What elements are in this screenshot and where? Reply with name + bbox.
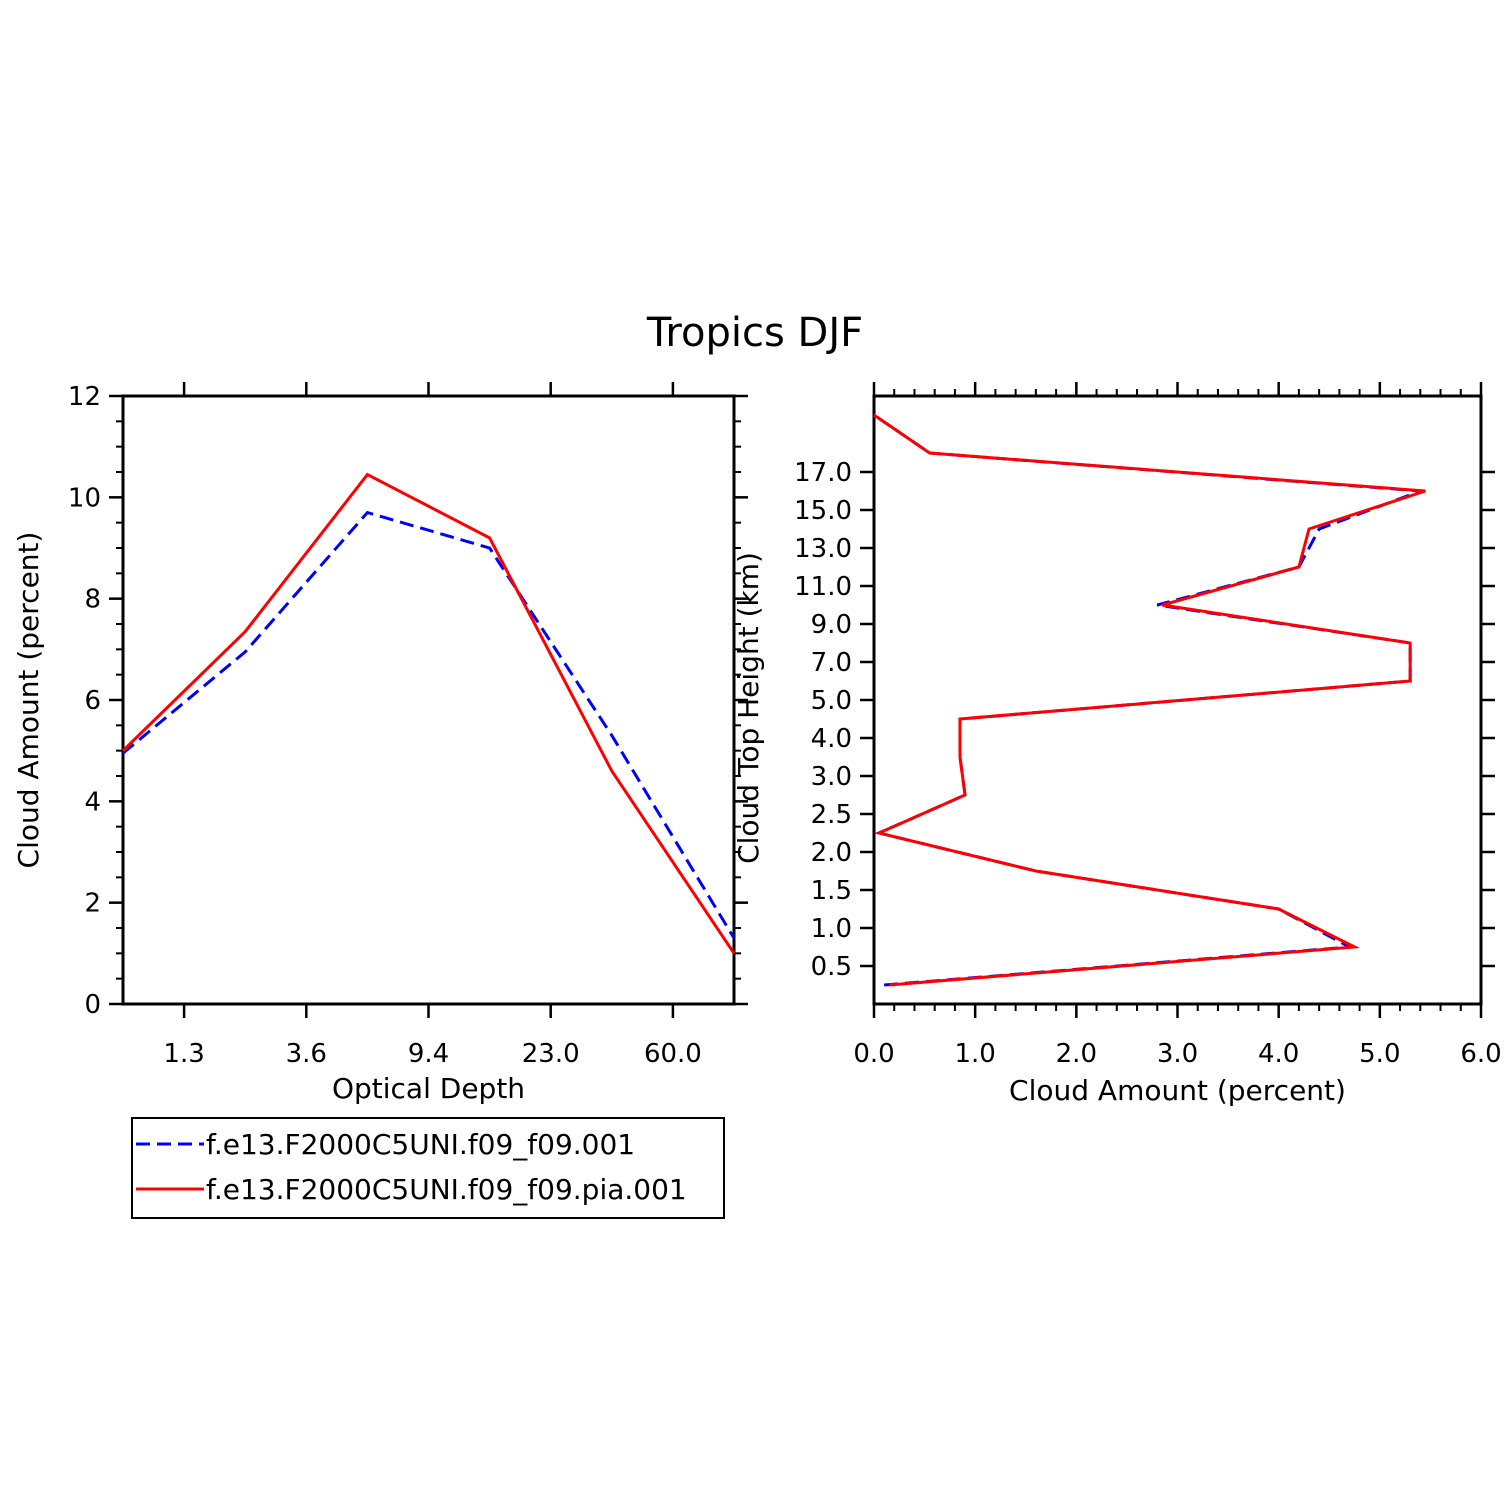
left-x-tick-label: 9.4 bbox=[408, 1039, 449, 1069]
right-y-tick-label: 5.0 bbox=[811, 686, 852, 716]
right-series-line-b bbox=[873, 413, 1426, 987]
right-series-line-a bbox=[873, 413, 1421, 987]
right-y-axis-label: Cloud Top Height (km) bbox=[732, 552, 765, 864]
right-x-tick-label: 2.0 bbox=[1056, 1039, 1097, 1069]
legend-label-series-a: f.e13.F2000C5UNI.f09_f09.001 bbox=[206, 1128, 635, 1161]
left-x-tick-label: 60.0 bbox=[644, 1039, 702, 1069]
right-x-tick-label: 5.0 bbox=[1359, 1039, 1400, 1069]
right-x-tick-label: 1.0 bbox=[954, 1039, 995, 1069]
right-x-tick-label: 0.0 bbox=[853, 1039, 894, 1069]
right-y-tick-label: 0.5 bbox=[811, 952, 852, 982]
legend-box bbox=[131, 1117, 725, 1219]
right-y-tick-label: 4.0 bbox=[811, 724, 852, 754]
legend-label-series-b: f.e13.F2000C5UNI.f09_f09.pia.001 bbox=[206, 1173, 687, 1206]
right-x-tick-label: 3.0 bbox=[1157, 1039, 1198, 1069]
right-x-tick-label: 4.0 bbox=[1258, 1039, 1299, 1069]
left-y-tick-label: 10 bbox=[68, 483, 101, 513]
legend: f.e13.F2000C5UNI.f09_f09.001 f.e13.F2000… bbox=[131, 1117, 725, 1219]
left-x-tick-label: 1.3 bbox=[163, 1039, 204, 1069]
figure-title: Tropics DJF bbox=[646, 310, 863, 356]
left-series-line-b bbox=[121, 472, 736, 955]
right-y-tick-label: 13.0 bbox=[794, 534, 852, 564]
right-y-tick-label: 1.5 bbox=[811, 876, 852, 906]
left-plot-frame bbox=[121, 394, 736, 1006]
right-y-tick-label: 9.0 bbox=[811, 610, 852, 640]
left-series-line-a bbox=[122, 510, 736, 939]
right-y-tick-label: 1.0 bbox=[811, 914, 852, 944]
left-x-tick-label: 3.6 bbox=[286, 1039, 327, 1069]
left-y-axis-label: Cloud Amount (percent) bbox=[12, 532, 45, 869]
right-y-tick-label: 17.0 bbox=[794, 458, 852, 488]
left-y-tick-label: 12 bbox=[68, 382, 101, 412]
right-x-axis-label: Cloud Amount (percent) bbox=[1009, 1074, 1346, 1107]
right-y-tick-label: 7.0 bbox=[811, 648, 852, 678]
left-y-tick-label: 6 bbox=[84, 686, 101, 716]
right-y-tick-label: 15.0 bbox=[794, 496, 852, 526]
left-x-axis-label: Optical Depth bbox=[332, 1072, 525, 1105]
right-y-tick-label: 2.5 bbox=[811, 800, 852, 830]
left-y-tick-label: 4 bbox=[84, 787, 101, 817]
left-y-tick-label: 0 bbox=[84, 990, 101, 1020]
optical-depth-panel: 0 2 4 6 8 10 12 1.3 3.6 9.4 23.0 60.0 Optical Depth C… bbox=[12, 382, 748, 1105]
right-y-tick-label: 2.0 bbox=[811, 838, 852, 868]
right-y-tick-label: 11.0 bbox=[794, 572, 852, 602]
cloud-top-height-panel: 0.0 1.0 2.0 3.0 4.0 5.0 6.0 0.5 1.0 1.5 2.0 2.5 3.0 4… bbox=[732, 382, 1502, 1107]
right-y-tick-label: 3.0 bbox=[811, 762, 852, 792]
left-y-tick-label: 2 bbox=[84, 889, 101, 919]
left-y-tick-label: 8 bbox=[84, 585, 101, 615]
left-x-tick-label: 23.0 bbox=[522, 1039, 580, 1069]
right-x-tick-label: 6.0 bbox=[1460, 1039, 1501, 1069]
